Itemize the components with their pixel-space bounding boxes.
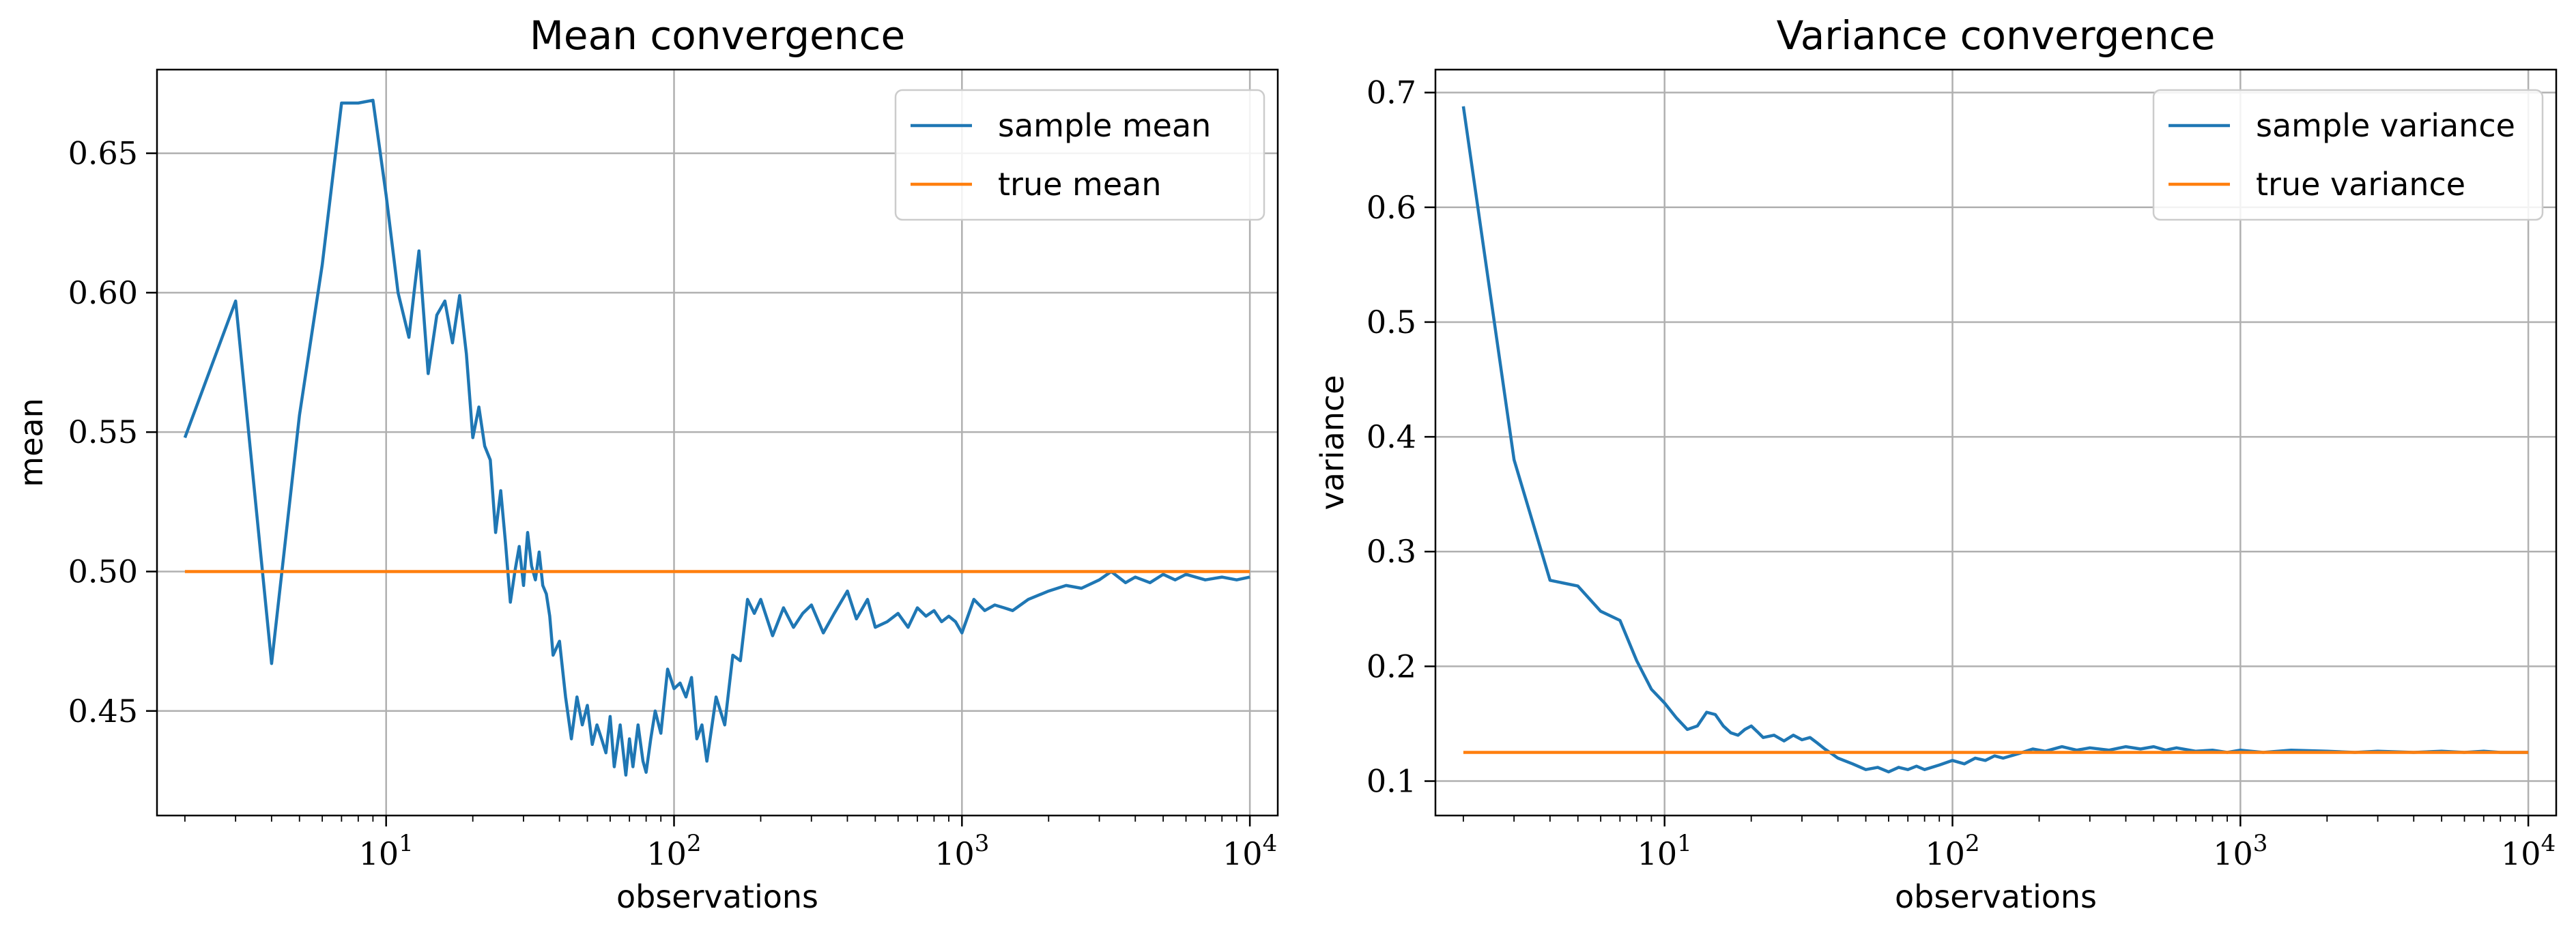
y-axis-label: variance — [1314, 375, 1351, 510]
legend-label: sample variance — [2256, 107, 2515, 144]
x-tick-label: 102 — [1925, 830, 1979, 872]
legend-box — [894, 89, 1265, 221]
plot-frame — [156, 68, 1279, 817]
y-tick-label: 0.3 — [1366, 533, 1416, 570]
x-tick-label: 102 — [646, 830, 701, 872]
x-tick-label: 101 — [1637, 830, 1692, 872]
y-tick-label: 0.2 — [1366, 648, 1416, 684]
x-tick-label: 101 — [359, 830, 414, 872]
chart-2: 101 102 103 104 0.1 0.2 0.3 0.4 0.5 0.6 0.7 Varianc… — [1314, 12, 2558, 915]
legend: sample variance true variance — [2152, 89, 2544, 221]
series-line-sample-variance — [1461, 106, 2529, 774]
chart-title: Variance convergence — [1777, 12, 2216, 59]
x-tick-label: 103 — [934, 830, 989, 872]
plot-frame — [1434, 68, 2558, 817]
x-tick-label: 104 — [1222, 830, 1277, 872]
legend-label: true variance — [2256, 166, 2465, 203]
chart-1: 101 102 103 104 0.45 0.50 0.55 0.60 0.65 Mean con… — [13, 12, 1279, 915]
legend-label: sample mean — [998, 107, 1211, 144]
y-tick-label: 0.55 — [68, 414, 138, 450]
y-tick-label: 0.7 — [1366, 74, 1416, 111]
y-tick-label: 0.4 — [1366, 418, 1416, 455]
y-axis-label: mean — [13, 398, 50, 487]
legend-label: true mean — [998, 166, 1161, 203]
y-tick-label: 0.6 — [1366, 189, 1416, 226]
x-axis-label: observations — [616, 878, 818, 915]
y-tick-label: 0.45 — [68, 693, 138, 730]
legend-box — [2152, 89, 2544, 221]
x-axis-label: observations — [1895, 878, 2097, 915]
y-tick-label: 0.60 — [68, 274, 138, 311]
legend: sample mean true mean — [894, 89, 1265, 221]
y-tick-label: 0.65 — [68, 135, 138, 172]
y-tick-label: 0.1 — [1366, 763, 1416, 800]
x-tick-label: 103 — [2213, 830, 2267, 872]
x-tick-label: 104 — [2501, 830, 2556, 872]
series-line-sample-mean — [183, 98, 1250, 777]
y-tick-label: 0.50 — [68, 553, 138, 590]
chart-title: Mean convergence — [530, 12, 905, 59]
y-tick-label: 0.5 — [1366, 304, 1416, 341]
